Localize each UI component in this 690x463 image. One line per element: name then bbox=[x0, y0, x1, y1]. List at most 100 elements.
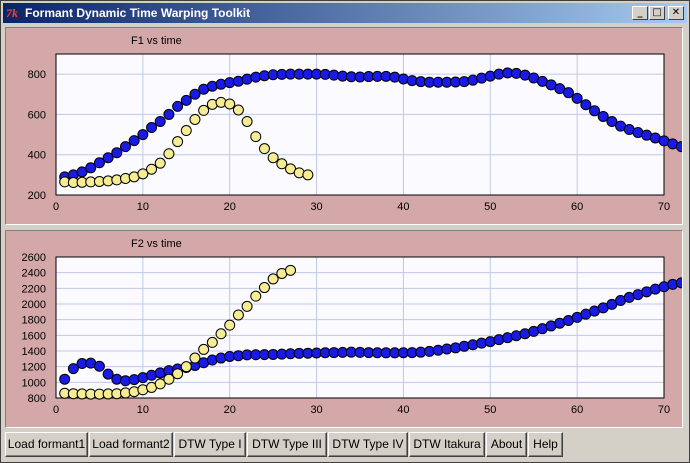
data-point bbox=[258, 143, 270, 155]
data-point bbox=[102, 152, 114, 164]
x-tick-label: 70 bbox=[658, 404, 670, 416]
series-2 bbox=[59, 264, 297, 400]
window-title: Formant Dynamic Time Warping Toolkit bbox=[25, 6, 251, 20]
data-point bbox=[180, 125, 192, 137]
data-point bbox=[172, 136, 184, 148]
data-point bbox=[215, 328, 227, 340]
y-tick-label: 1400 bbox=[22, 346, 46, 358]
data-point bbox=[172, 368, 184, 380]
data-point bbox=[589, 105, 601, 117]
y-tick-label: 1600 bbox=[22, 330, 46, 342]
data-point bbox=[189, 88, 201, 100]
data-point bbox=[163, 373, 175, 385]
minimize-button[interactable]: _ bbox=[632, 6, 648, 20]
data-point bbox=[189, 113, 201, 125]
data-point bbox=[232, 104, 244, 116]
data-point bbox=[224, 98, 236, 110]
load-formant1-button[interactable]: Load formant1 bbox=[5, 432, 88, 457]
y-tick-label: 2000 bbox=[22, 299, 46, 311]
title-bar[interactable]: 7k Formant Dynamic Time Warping Toolkit … bbox=[3, 3, 687, 23]
y-tick-label: 400 bbox=[28, 150, 46, 162]
data-point bbox=[93, 157, 105, 169]
x-tick-label: 20 bbox=[224, 404, 236, 416]
data-point bbox=[154, 157, 166, 169]
data-point bbox=[128, 135, 140, 147]
plot-border bbox=[55, 256, 665, 399]
x-tick-label: 0 bbox=[53, 404, 59, 416]
f2-chart-panel: 0 10 20 30 40 50 60 70 800 1000 1200 1400 1600 1800 20… bbox=[5, 230, 683, 428]
series-2 bbox=[59, 96, 314, 189]
data-point bbox=[571, 92, 583, 104]
data-point bbox=[146, 122, 158, 134]
f2-chart: 0 10 20 30 40 50 60 70 800 1000 1200 1400 1600 1800 20… bbox=[22, 238, 682, 416]
data-point bbox=[302, 169, 314, 181]
data-point bbox=[119, 141, 131, 153]
y-tick-label: 1800 bbox=[22, 315, 46, 327]
x-tick-label: 50 bbox=[484, 201, 496, 213]
data-point bbox=[267, 273, 279, 285]
dtw-itakura-button[interactable]: DTW Itakura bbox=[409, 432, 485, 457]
data-point bbox=[163, 108, 175, 120]
help-button[interactable]: Help bbox=[528, 432, 563, 457]
data-point bbox=[267, 152, 279, 164]
dtw-type-iii-button[interactable]: DTW Type III bbox=[247, 432, 327, 457]
dtw-type-iv-button[interactable]: DTW Type IV bbox=[328, 432, 408, 457]
dtw-type-i-button[interactable]: DTW Type I bbox=[174, 432, 246, 457]
maximize-button[interactable]: □ bbox=[649, 6, 665, 20]
y-tick-label: 800 bbox=[28, 393, 46, 405]
y-tick-label: 2600 bbox=[22, 252, 46, 264]
chart-title: F2 vs time bbox=[131, 238, 182, 250]
f1-chart-panel: 0 10 20 30 40 50 60 70 200 400 600 800 F1 vs time bbox=[5, 27, 683, 225]
f1-chart: 0 10 20 30 40 50 60 70 200 400 600 800 F1 vs time bbox=[28, 35, 682, 213]
data-point bbox=[180, 361, 192, 373]
data-point bbox=[224, 319, 236, 331]
data-point bbox=[562, 87, 574, 99]
data-point bbox=[93, 360, 105, 372]
data-point bbox=[258, 282, 270, 294]
data-point bbox=[172, 100, 184, 112]
data-point bbox=[137, 168, 149, 180]
data-point bbox=[102, 368, 114, 380]
tk-feather-icon[interactable]: 7k bbox=[6, 6, 18, 20]
data-point bbox=[250, 131, 262, 143]
x-tick-label: 60 bbox=[571, 404, 583, 416]
data-point bbox=[59, 373, 71, 385]
x-tick-label: 60 bbox=[571, 201, 583, 213]
data-point bbox=[163, 148, 175, 160]
data-point bbox=[137, 129, 149, 141]
x-tick-label: 50 bbox=[484, 404, 496, 416]
y-tick-label: 1000 bbox=[22, 377, 46, 389]
x-tick-label: 30 bbox=[310, 404, 322, 416]
data-point bbox=[146, 163, 158, 175]
data-point bbox=[198, 343, 210, 355]
x-tick-label: 10 bbox=[137, 201, 149, 213]
data-point bbox=[198, 104, 210, 116]
plot-border bbox=[55, 53, 665, 196]
y-tick-label: 200 bbox=[28, 190, 46, 202]
data-point bbox=[67, 363, 79, 375]
close-button[interactable]: ✕ bbox=[668, 6, 684, 20]
data-point bbox=[180, 94, 192, 106]
x-tick-label: 40 bbox=[397, 404, 409, 416]
y-tick-label: 2400 bbox=[22, 268, 46, 280]
data-point bbox=[675, 277, 682, 289]
data-point bbox=[675, 141, 682, 153]
data-point bbox=[206, 336, 218, 348]
data-point bbox=[241, 300, 253, 312]
about-button[interactable]: About bbox=[486, 432, 527, 457]
data-point bbox=[597, 110, 609, 122]
data-point bbox=[580, 99, 592, 111]
x-tick-label: 0 bbox=[53, 201, 59, 213]
data-point bbox=[189, 352, 201, 364]
x-tick-label: 20 bbox=[224, 201, 236, 213]
data-point bbox=[154, 115, 166, 127]
data-point bbox=[111, 147, 123, 159]
load-formant2-button[interactable]: Load formant2 bbox=[89, 432, 173, 457]
x-tick-label: 10 bbox=[137, 404, 149, 416]
data-point bbox=[85, 162, 97, 174]
data-point bbox=[606, 115, 618, 127]
x-tick-label: 70 bbox=[658, 201, 670, 213]
y-tick-label: 600 bbox=[28, 109, 46, 121]
y-tick-label: 800 bbox=[28, 69, 46, 81]
